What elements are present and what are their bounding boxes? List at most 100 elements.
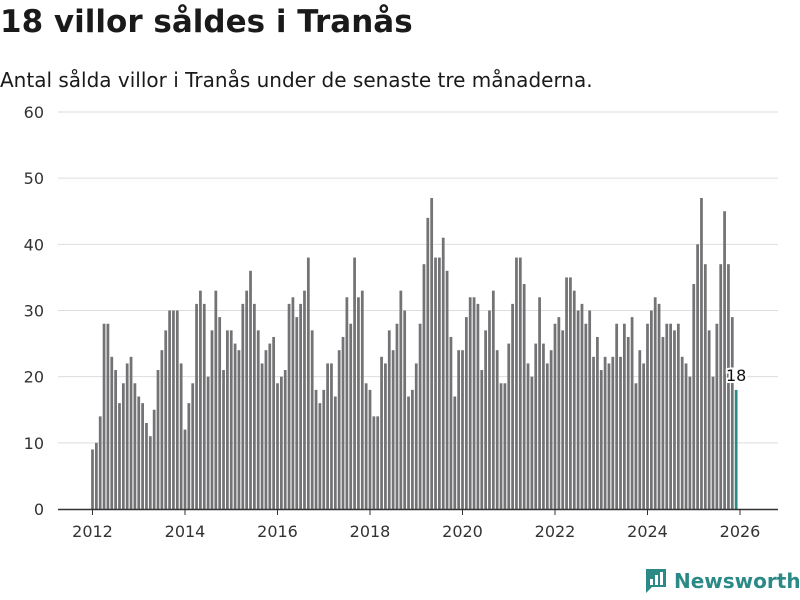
x-tick-label: 2014	[165, 522, 206, 541]
bar	[472, 297, 476, 509]
bar	[649, 310, 653, 509]
x-tick-label: 2024	[627, 522, 668, 541]
bar	[341, 336, 345, 509]
bar	[696, 244, 699, 510]
bar	[515, 257, 518, 509]
bar	[279, 376, 283, 509]
bar	[252, 303, 256, 509]
bar	[657, 303, 661, 509]
bar	[730, 317, 734, 509]
y-tick-label: 50	[24, 169, 44, 188]
bar	[345, 297, 349, 509]
bar	[399, 290, 403, 509]
bar	[94, 442, 98, 509]
bar	[141, 403, 144, 509]
bar	[526, 363, 530, 509]
bar	[364, 383, 368, 509]
y-tick-label: 20	[24, 368, 44, 387]
bar	[175, 310, 179, 509]
bar	[114, 370, 118, 509]
bar	[441, 237, 445, 509]
bar	[414, 363, 418, 509]
bar	[592, 356, 595, 509]
bar	[384, 363, 387, 509]
bar	[665, 323, 669, 509]
bar	[268, 343, 272, 509]
bar	[160, 350, 164, 509]
bar	[272, 336, 276, 509]
bar	[680, 356, 684, 509]
bar	[391, 350, 395, 509]
bar	[318, 403, 322, 509]
bar	[110, 356, 114, 509]
bar	[434, 257, 437, 509]
bar	[480, 370, 484, 509]
bar	[619, 356, 622, 509]
bar	[542, 343, 545, 509]
bar	[403, 310, 407, 509]
bar	[202, 303, 206, 509]
bar	[507, 343, 511, 509]
bar	[276, 383, 279, 509]
bar	[264, 350, 268, 509]
bar	[237, 350, 241, 509]
y-tick-label: 10	[24, 434, 44, 453]
bar	[226, 330, 229, 509]
bar	[333, 396, 337, 509]
bar	[249, 270, 252, 509]
bar	[145, 422, 148, 509]
bar	[210, 330, 214, 509]
bar	[715, 323, 719, 509]
x-tick-label: 2020	[442, 522, 483, 541]
bar	[522, 284, 526, 509]
chart-title: 18 villor såldes i Tranås	[0, 4, 413, 40]
bar	[214, 290, 218, 509]
bar	[411, 389, 414, 509]
bar	[241, 303, 245, 509]
bar	[326, 363, 329, 509]
bar	[530, 376, 534, 509]
bar	[661, 336, 665, 509]
x-tick-label: 2022	[535, 522, 576, 541]
bar	[688, 376, 692, 509]
bar	[299, 303, 303, 509]
bar	[330, 363, 333, 509]
bar	[607, 363, 611, 509]
bar	[121, 383, 125, 509]
x-tick-label: 2016	[257, 522, 298, 541]
brand-name: Newsworthy	[674, 569, 800, 593]
bar	[565, 277, 568, 509]
bar	[183, 429, 187, 509]
bar	[337, 350, 341, 509]
bar	[357, 297, 360, 509]
bar	[684, 363, 688, 509]
bar	[148, 436, 152, 509]
bar	[260, 363, 264, 509]
bar	[646, 323, 649, 509]
bar	[430, 198, 434, 509]
bar	[545, 363, 549, 509]
bar	[129, 356, 133, 509]
bar	[534, 343, 538, 509]
bar	[468, 297, 472, 509]
bar	[387, 330, 391, 509]
bar	[314, 389, 318, 509]
bar	[596, 336, 599, 509]
bar	[395, 323, 399, 509]
bar	[256, 330, 260, 509]
bar	[630, 317, 634, 509]
bar	[422, 264, 426, 509]
bar	[711, 376, 715, 509]
bar	[287, 303, 291, 509]
bar	[561, 330, 565, 509]
bar	[588, 310, 592, 509]
bar	[676, 323, 680, 509]
bar	[491, 290, 495, 509]
bar	[626, 336, 630, 509]
bar	[476, 303, 480, 509]
bar	[426, 217, 430, 509]
bar	[611, 356, 615, 509]
bar	[464, 317, 468, 509]
bar	[703, 264, 707, 509]
